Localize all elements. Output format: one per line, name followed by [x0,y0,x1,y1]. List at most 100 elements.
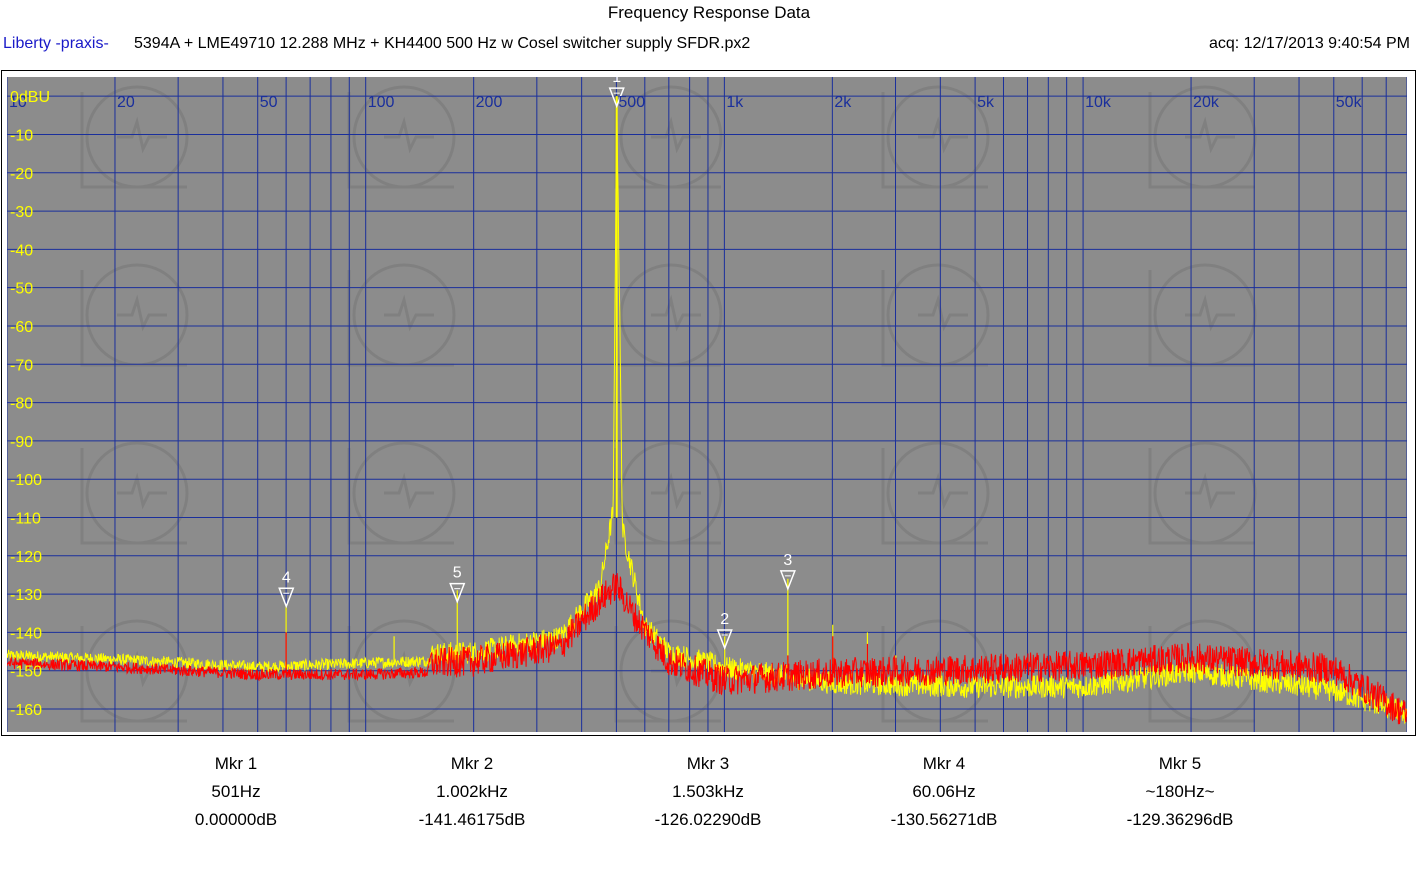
x-tick-label: 2k [834,94,852,111]
marker-3-name: Mkr 3 [686,754,730,773]
watermark-pulse [918,294,968,332]
watermark-circle [85,263,189,367]
marker-3-triangle [779,570,796,591]
watermark-tile [1148,85,1257,189]
x-tick-label: 10k [1085,94,1112,111]
marker-2-name: Mkr 2 [450,754,494,773]
watermark-tile [1148,263,1257,367]
watermark-letter-l [881,270,988,367]
y-tick-label: -150 [10,664,42,681]
marker-5-level: -129.36296dB [1126,810,1234,829]
y-tick-label: 0dBU [10,89,50,106]
marker-readout: Mkr 1 501Hz 0.00000dB Mkr 2 1.002kHz -14… [0,750,1418,840]
watermark-circle [1153,441,1257,545]
x-tick-label: 50 [260,94,278,111]
traces [7,96,1407,725]
file-name: 5394A + LME49710 12.288 MHz + KH4400 500… [134,35,751,52]
y-tick-label: -30 [10,204,33,221]
marker-3-readout: Mkr 3 1.503kHz -126.02290dB [608,750,808,834]
watermark-tile [80,263,189,367]
acq-label: acq: [1208,35,1240,52]
marker-3-freq: 1.503kHz [672,782,744,801]
y-tick-label: -90 [10,434,33,451]
watermark-pulse [384,294,434,332]
watermark-pulse [117,116,167,154]
y-tick-label: -20 [10,166,33,183]
y-tick-label: -160 [10,702,42,719]
watermark-circle [619,85,723,189]
y-tick-label: -40 [10,242,33,259]
watermark-letter-l [1148,92,1255,189]
watermark-letter-l [1148,270,1255,367]
marker-5-freq: ~180Hz~ [1145,782,1215,801]
trace-yellow-floor [7,100,1407,725]
x-tick-label: 500 [618,94,645,111]
marker-3-level: -126.02290dB [654,810,762,829]
marker-2-freq: 1.002kHz [436,782,508,801]
y-tick-label: -120 [10,549,42,566]
watermark-circle [352,263,456,367]
watermark-circle [886,85,990,189]
marker-5-triangle [449,582,466,604]
watermark-pulse [651,294,701,332]
marker-flags[interactable]: 1 2 3 4 5 [278,77,796,651]
plot-background [7,77,1407,732]
marker-1-level: 0.00000dB [194,810,278,829]
watermark-circle [619,263,723,367]
watermark-pulse [1185,472,1235,510]
marker-1-label: 1 [612,77,621,86]
chart-title: Frequency Response Data [607,3,811,22]
marker-2-level: -141.46175dB [418,810,526,829]
watermark-pulse [1185,116,1235,154]
watermark-circle [85,441,189,545]
acquisition-info: acq: 12/17/2013 9:40:54 PM [1209,35,1410,53]
marker-1-triangle [608,87,625,109]
marker-2-flag: 2 [716,611,733,651]
marker-4-flag: 4 [278,569,295,609]
marker-1-name: Mkr 1 [214,754,258,773]
y-tick-label: -10 [10,127,33,144]
marker-3-label: 3 [783,552,792,569]
watermark-circle [85,85,189,189]
watermark-circle [352,85,456,189]
y-tick-label: -100 [10,472,42,489]
marker-4-freq: 60.06Hz [912,782,976,801]
marker-4-readout: Mkr 4 60.06Hz -130.56271dB [844,750,1044,834]
x-tick-label: 20k [1193,94,1220,111]
watermark-circle [1153,85,1257,189]
trace-red-floor [7,573,1407,725]
watermark-pulse [1185,294,1235,332]
watermark-circle [886,263,990,367]
marker-1-readout: Mkr 1 501Hz 0.00000dB [136,750,336,834]
watermark-pulse [918,472,968,510]
marker-5-flag: 5 [449,565,466,604]
watermark-tile [881,263,990,367]
watermark-tile [80,85,189,189]
y-tick-label: -70 [10,357,33,374]
spectrum-plot[interactable]: 1 2 3 4 5 10 20 50 100 200 500 1k 2k 5k 10k 20k 50k 0dBU… [7,77,1407,732]
y-tick-label: -110 [10,510,41,527]
watermark-letter-l [80,270,187,367]
watermark-pulse [918,116,968,154]
watermark-pulse [651,472,701,510]
x-tick-label: 5k [977,94,995,111]
y-tick-label: -130 [10,587,42,604]
axis-labels: 10 20 50 100 200 500 1k 2k 5k 10k 20k 50k 0dBU -10 -20… [9,89,1363,719]
brand-label: Liberty -praxis- [3,35,109,52]
watermark-pulse [117,294,167,332]
header-row: Liberty -praxis- 5394A + LME49710 12.288… [0,35,1418,57]
y-tick-label: -140 [10,625,42,642]
marker-2-triangle [716,629,733,651]
marker-1-flag: 1 [608,77,625,109]
watermark-circle [619,441,723,545]
x-tick-label: 50k [1336,94,1363,111]
marker-5-name: Mkr 5 [1158,754,1202,773]
watermark-pulse [117,472,167,510]
x-tick-label: 200 [476,94,503,111]
marker-1-freq: 501Hz [211,782,261,801]
watermark-circle [352,441,456,545]
marker-2-label: 2 [720,611,729,628]
watermark-circle [1153,263,1257,367]
marker-4-triangle [278,587,295,609]
watermark-circle [886,441,990,545]
